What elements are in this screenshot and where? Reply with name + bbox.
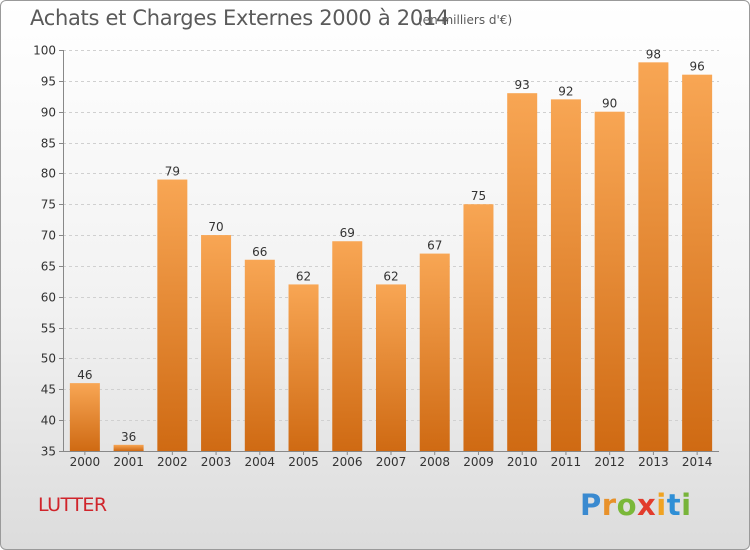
data-label: 46 [77,368,92,382]
bar [419,253,450,451]
y-tick-label: 90 [41,106,56,120]
y-tick-label: 50 [41,352,56,366]
bar [550,99,581,451]
axes: 35 40 45 50 55 60 65 70 75 80 85 90 95 100 2000 2001 200… [33,44,719,469]
data-label: 36 [121,430,136,444]
y-tick-label: 100 [33,44,56,58]
data-label: 62 [383,269,398,283]
y-tick-label: 60 [41,291,56,305]
logo-letter: i [656,488,667,522]
x-tick-label: 2010 [507,455,538,469]
y-tick-label: 85 [41,137,56,151]
x-tick-label: 2001 [113,455,144,469]
data-label: 70 [208,220,223,234]
data-label: 92 [558,84,573,98]
x-tick-label: 2004 [245,455,276,469]
x-tick-label: 2000 [70,455,101,469]
bar [113,444,144,451]
y-tick-label: 65 [41,260,56,274]
chart-header: Achats et Charges Externes 2000 à 2014 (… [0,6,750,34]
bar [507,93,538,451]
data-label: 75 [471,189,486,203]
chart-title: Achats et Charges Externes 2000 à 2014 [30,6,450,30]
data-label: 93 [515,78,530,92]
bar [157,179,188,452]
data-labels: 46 36 79 70 66 62 69 62 67 75 93 92 90 98 96 [77,47,705,443]
y-tick-label: 95 [41,75,56,89]
logo-letter: P [580,488,602,522]
y-tick-label: 35 [41,445,56,459]
y-tick-label: 70 [41,229,56,243]
logo-letter: i [681,488,692,522]
data-label: 90 [602,97,617,111]
y-tick-label: 40 [41,414,56,428]
data-label: 69 [340,226,355,240]
bar [594,111,625,451]
x-tick-label: 2009 [463,455,494,469]
data-label: 67 [427,239,442,253]
y-tick-label: 55 [41,322,56,336]
bar [244,259,275,451]
bar [638,62,669,451]
data-label: 96 [689,60,704,74]
x-tick-label: 2011 [551,455,582,469]
proxiti-logo: Proxiti [580,488,692,522]
bar [69,383,100,451]
chart-subtitle: (en milliers d'€) [418,13,513,27]
logo-letter: x [637,488,657,522]
bars [69,62,713,452]
x-tick-label: 2007 [376,455,407,469]
x-tick-label: 2013 [638,455,669,469]
x-tick-label: 2008 [419,455,450,469]
data-label: 62 [296,269,311,283]
x-tick-label: 2002 [157,455,188,469]
commune-name: LUTTER [38,494,107,516]
logo-letter: t [666,488,682,522]
bar [288,284,319,451]
x-tick-label: 2005 [288,455,319,469]
data-label: 79 [165,165,180,179]
bar [332,241,363,451]
y-tick-label: 75 [41,198,56,212]
y-tick-label: 80 [41,167,56,181]
data-label: 98 [646,47,661,61]
x-tick-label: 2006 [332,455,363,469]
x-tick-label: 2003 [201,455,232,469]
y-tick-label: 45 [41,383,56,397]
x-tick-label: 2012 [594,455,625,469]
bar [682,74,713,451]
logo-letter: r [601,488,617,522]
data-label: 66 [252,245,267,259]
bar [376,284,406,451]
bar [201,235,232,451]
x-tick-label: 2014 [682,455,713,469]
bar [463,204,494,451]
logo-letter: o [616,488,638,522]
